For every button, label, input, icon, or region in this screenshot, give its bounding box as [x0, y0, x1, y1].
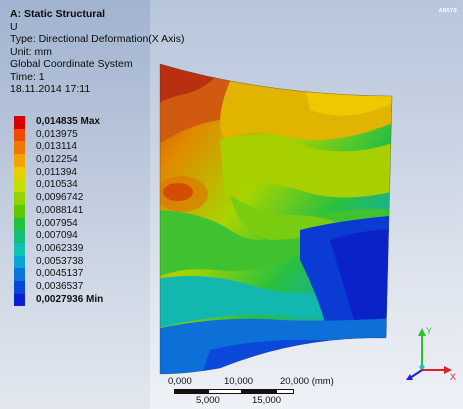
scale-bar-segment: [208, 389, 242, 394]
legend-value: 0,007094: [36, 230, 78, 242]
result-date: 18.11.2014 17:11: [10, 83, 91, 95]
legend-swatch: [14, 204, 25, 218]
legend-value: 0,0045137: [36, 268, 84, 280]
legend-item[interactable]: 0,0088141: [14, 204, 154, 218]
scale-ruler: 0,000 10,000 20,000 (mm) 5,000 15,000: [168, 376, 368, 406]
legend-swatch: [14, 128, 25, 142]
result-name: U: [10, 20, 18, 33]
legend-item[interactable]: 0,007094: [14, 230, 154, 243]
result-time: Time: 1: [10, 70, 45, 83]
legend-item[interactable]: 0,0027936 Min: [14, 293, 154, 307]
scale-label: 5,000: [196, 395, 220, 406]
scale-label: 10,000: [224, 376, 254, 387]
coordinate-triad[interactable]: Y X: [398, 322, 458, 382]
legend-value: 0,013114: [36, 141, 77, 153]
legend-value: 0,012254: [36, 154, 78, 166]
x-axis-label: X: [450, 372, 456, 382]
legend-item[interactable]: 0,010534: [14, 179, 154, 193]
legend-swatch: [14, 116, 25, 129]
axis-triad-icon: Y X: [406, 326, 456, 382]
legend-value: 0,0053738: [36, 255, 84, 267]
legend-value: 0,0027936 Min: [36, 293, 104, 305]
legend-item[interactable]: 0,0096742: [14, 192, 154, 205]
legend-item[interactable]: 0,013975: [14, 128, 154, 142]
result-type: Type: Directional Deformation(X Axis): [10, 33, 185, 45]
legend-swatch: [14, 166, 25, 180]
legend-item[interactable]: 0,011394: [14, 166, 154, 180]
legend-swatch: [14, 179, 25, 193]
legend-swatch: [14, 255, 25, 269]
legend-item[interactable]: 0,014835 Max: [14, 116, 154, 129]
scale-label: 20,000 (mm): [280, 376, 334, 387]
result-info-block: A: Static Structural U Type: Directional…: [10, 8, 184, 96]
legend-swatch: [14, 141, 25, 155]
legend-item[interactable]: 0,0045137: [14, 268, 154, 281]
legend-value: 0,0096742: [36, 192, 84, 204]
legend-swatch: [14, 293, 25, 307]
scale-bar-segment: [242, 389, 276, 394]
scale-label: 15,000: [252, 395, 282, 406]
legend-value: 0,011394: [36, 166, 77, 178]
legend-value: 0,010534: [36, 179, 78, 191]
result-unit: Unit: mm: [10, 45, 52, 58]
legend-value: 0,0088141: [36, 204, 84, 216]
legend-swatch: [14, 192, 25, 205]
ansys-logo: ANSYS: [438, 8, 457, 14]
legend-value: 0,007954: [36, 217, 78, 229]
legend-item[interactable]: 0,013114: [14, 141, 154, 155]
legend-item[interactable]: 0,0053738: [14, 255, 154, 269]
legend-item[interactable]: 0,0062339: [14, 242, 154, 256]
legend-item[interactable]: 0,0036537: [14, 280, 154, 294]
legend-swatch: [14, 230, 25, 243]
legend-swatch: [14, 280, 25, 294]
y-axis-label: Y: [426, 326, 432, 336]
analysis-title: A: Static Structural: [10, 8, 106, 20]
legend-item[interactable]: 0,012254: [14, 154, 154, 167]
legend-item[interactable]: 0,007954: [14, 217, 154, 231]
legend-value: 0,014835 Max: [36, 116, 100, 127]
legend-swatch: [14, 217, 25, 231]
legend-value: 0,0036537: [36, 280, 84, 292]
scale-label: 0,000: [168, 376, 192, 387]
legend-value: 0,013975: [36, 128, 78, 140]
viewport-left-band: [0, 0, 150, 409]
contour-legend[interactable]: 0,014835 Max 0,013975 0,013114 0,012254 0,01…: [14, 116, 154, 307]
legend-swatch: [14, 154, 25, 167]
legend-value: 0,0062339: [36, 242, 84, 254]
legend-swatch: [14, 268, 25, 281]
scale-bar-segment: [276, 389, 294, 394]
legend-swatch: [14, 242, 25, 256]
scale-bar-segment: [174, 389, 208, 394]
coordinate-system: Global Coordinate System: [10, 58, 133, 70]
